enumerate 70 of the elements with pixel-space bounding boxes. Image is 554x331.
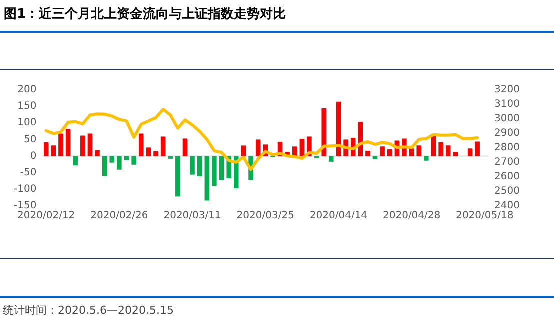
x-tick-label: 2020/03/11 — [164, 210, 222, 222]
bar — [176, 156, 180, 197]
y-tick-label: 100 — [18, 118, 37, 129]
bar — [146, 148, 152, 156]
bar — [241, 146, 246, 156]
bar — [329, 156, 334, 162]
bar — [190, 156, 195, 175]
bar — [380, 146, 385, 156]
y2-tick-label: 2800 — [494, 142, 520, 154]
bar — [124, 156, 130, 160]
bar — [468, 148, 473, 156]
bar — [160, 136, 166, 156]
y2-tick-label: 2700 — [494, 157, 520, 168]
x-tick-label: 2020/04/28 — [382, 210, 441, 222]
bar — [372, 156, 378, 160]
bar — [424, 156, 429, 161]
bar — [44, 142, 49, 156]
y2-tick-label: 2900 — [494, 128, 520, 140]
bar — [438, 142, 444, 156]
bar — [154, 151, 158, 156]
bar — [66, 129, 71, 156]
bar — [219, 156, 224, 180]
bar — [204, 156, 210, 201]
bar — [110, 156, 115, 163]
bar — [366, 150, 370, 156]
bar — [446, 146, 451, 156]
bar — [388, 149, 392, 156]
bar — [212, 156, 217, 186]
bar — [117, 156, 122, 170]
y2-tick-label: 3100 — [494, 99, 520, 110]
bar — [95, 150, 100, 156]
bar — [475, 142, 480, 156]
bar — [58, 134, 64, 156]
y-tick-label: 0 — [30, 150, 37, 162]
y2-tick-label: 3000 — [494, 114, 520, 125]
bar — [80, 136, 86, 156]
x-tick-label: 2020/03/25 — [236, 210, 294, 222]
bar — [88, 134, 93, 156]
y-tick-label: -50 — [20, 167, 37, 178]
bar — [416, 146, 422, 156]
y-tick-label: 50 — [24, 134, 37, 146]
bar — [51, 146, 56, 156]
y-tick-label: -150 — [14, 200, 37, 212]
chart-title: 图1：近三个月北上资金流向与上证指数走势对比 — [4, 6, 286, 23]
y2-tick-label: 2400 — [494, 200, 520, 212]
bar — [300, 139, 305, 156]
x-tick-label: 2020/05/18 — [456, 210, 514, 222]
bar — [409, 148, 414, 156]
bar — [168, 156, 173, 159]
y2-tick-label: 2500 — [494, 186, 520, 198]
bar — [256, 140, 261, 156]
bar — [138, 134, 144, 156]
y-tick-label: 150 — [18, 101, 37, 112]
bar — [73, 156, 78, 166]
text: 统计时间：2020.5.6—2020.5.15 — [3, 303, 174, 318]
bar — [431, 136, 436, 156]
x-tick-label: 2020/02/26 — [90, 210, 148, 222]
bar — [322, 108, 326, 156]
y-tick-label: -100 — [14, 184, 37, 196]
y2-tick-label: 3200 — [494, 84, 520, 96]
bar — [132, 156, 136, 165]
bar — [102, 156, 108, 176]
bar — [453, 152, 458, 156]
bar — [336, 102, 342, 156]
bar — [182, 138, 188, 156]
y2-tick-label: 2600 — [494, 172, 520, 183]
y-tick-label: 200 — [18, 84, 37, 96]
x-tick-label: 2020/02/12 — [18, 210, 76, 222]
bar — [197, 156, 202, 177]
x-tick-label: 2020/04/14 — [310, 210, 368, 222]
